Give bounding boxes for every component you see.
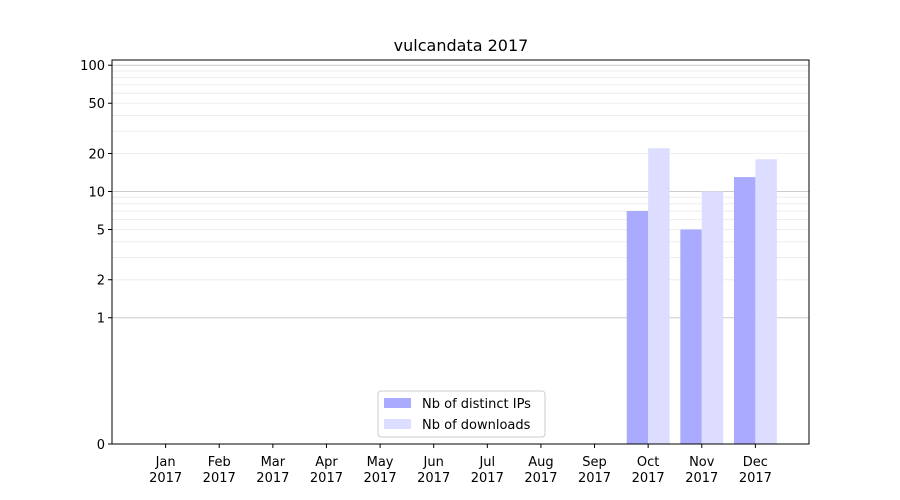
y-tick-label: 5 — [97, 223, 105, 238]
x-tick-label-month: Aug — [528, 455, 553, 470]
x-tick-label-month: Jun — [423, 455, 444, 470]
y-tick-label: 20 — [88, 147, 105, 162]
x-tick-label-month: Apr — [315, 455, 338, 470]
y-tick-label: 0 — [97, 438, 105, 453]
legend-box — [377, 390, 546, 438]
x-tick-label-month: May — [367, 455, 394, 470]
x-axis: Jan2017Feb2017Mar2017Apr2017May2017Jun20… — [149, 444, 772, 486]
bars — [626, 148, 777, 445]
y-axis: 0 1 2 5 10 20 50 100 — [80, 59, 112, 453]
legend-label-downloads: Nb of downloads — [422, 418, 531, 433]
legend: Nb of distinct IPs Nb of downloads — [377, 390, 546, 438]
x-tick-label-year: 2017 — [632, 471, 665, 486]
bar-downloads-10 — [701, 191, 724, 444]
x-tick-label-month: Oct — [637, 455, 659, 470]
grid-lines — [112, 64, 809, 319]
x-tick-label-month: Jan — [155, 455, 176, 470]
legend-swatch-downloads — [384, 419, 411, 429]
x-tick-label-year: 2017 — [203, 471, 236, 486]
bar-downloads-11 — [755, 159, 777, 445]
y-tick-label: 1 — [97, 312, 105, 327]
legend-label-distinct-ips: Nb of distinct IPs — [422, 397, 531, 412]
y-tick-label: 100 — [80, 59, 105, 74]
x-tick-label-year: 2017 — [739, 471, 772, 486]
y-tick-label: 50 — [88, 97, 105, 112]
bar-distinct-ips-11 — [733, 177, 756, 445]
x-tick-label-month: Feb — [208, 455, 231, 470]
chart-title: vulcandata 2017 — [394, 36, 529, 55]
x-tick-label-month: Sep — [582, 455, 607, 470]
x-tick-label-year: 2017 — [310, 471, 343, 486]
bar-distinct-ips-10 — [680, 229, 702, 444]
y-tick-label: 10 — [88, 185, 105, 200]
x-tick-label-month: Jul — [478, 455, 495, 470]
plot-area-frame — [111, 59, 810, 445]
x-tick-label-year: 2017 — [364, 471, 397, 486]
x-tick-label-month: Dec — [743, 455, 768, 470]
x-tick-label-year: 2017 — [471, 471, 504, 486]
x-tick-label-year: 2017 — [524, 471, 557, 486]
bar-downloads-9 — [648, 148, 670, 444]
x-tick-label-month: Nov — [689, 455, 715, 470]
y-tick-label: 2 — [97, 274, 105, 289]
x-tick-label-year: 2017 — [685, 471, 718, 486]
x-tick-label-year: 2017 — [578, 471, 611, 486]
legend-swatch-distinct-ips — [384, 398, 411, 408]
x-tick-label-year: 2017 — [149, 471, 182, 486]
x-tick-label-year: 2017 — [417, 471, 450, 486]
x-tick-label-year: 2017 — [256, 471, 289, 486]
bar-distinct-ips-9 — [626, 211, 649, 444]
x-tick-label-month: Mar — [261, 455, 286, 470]
